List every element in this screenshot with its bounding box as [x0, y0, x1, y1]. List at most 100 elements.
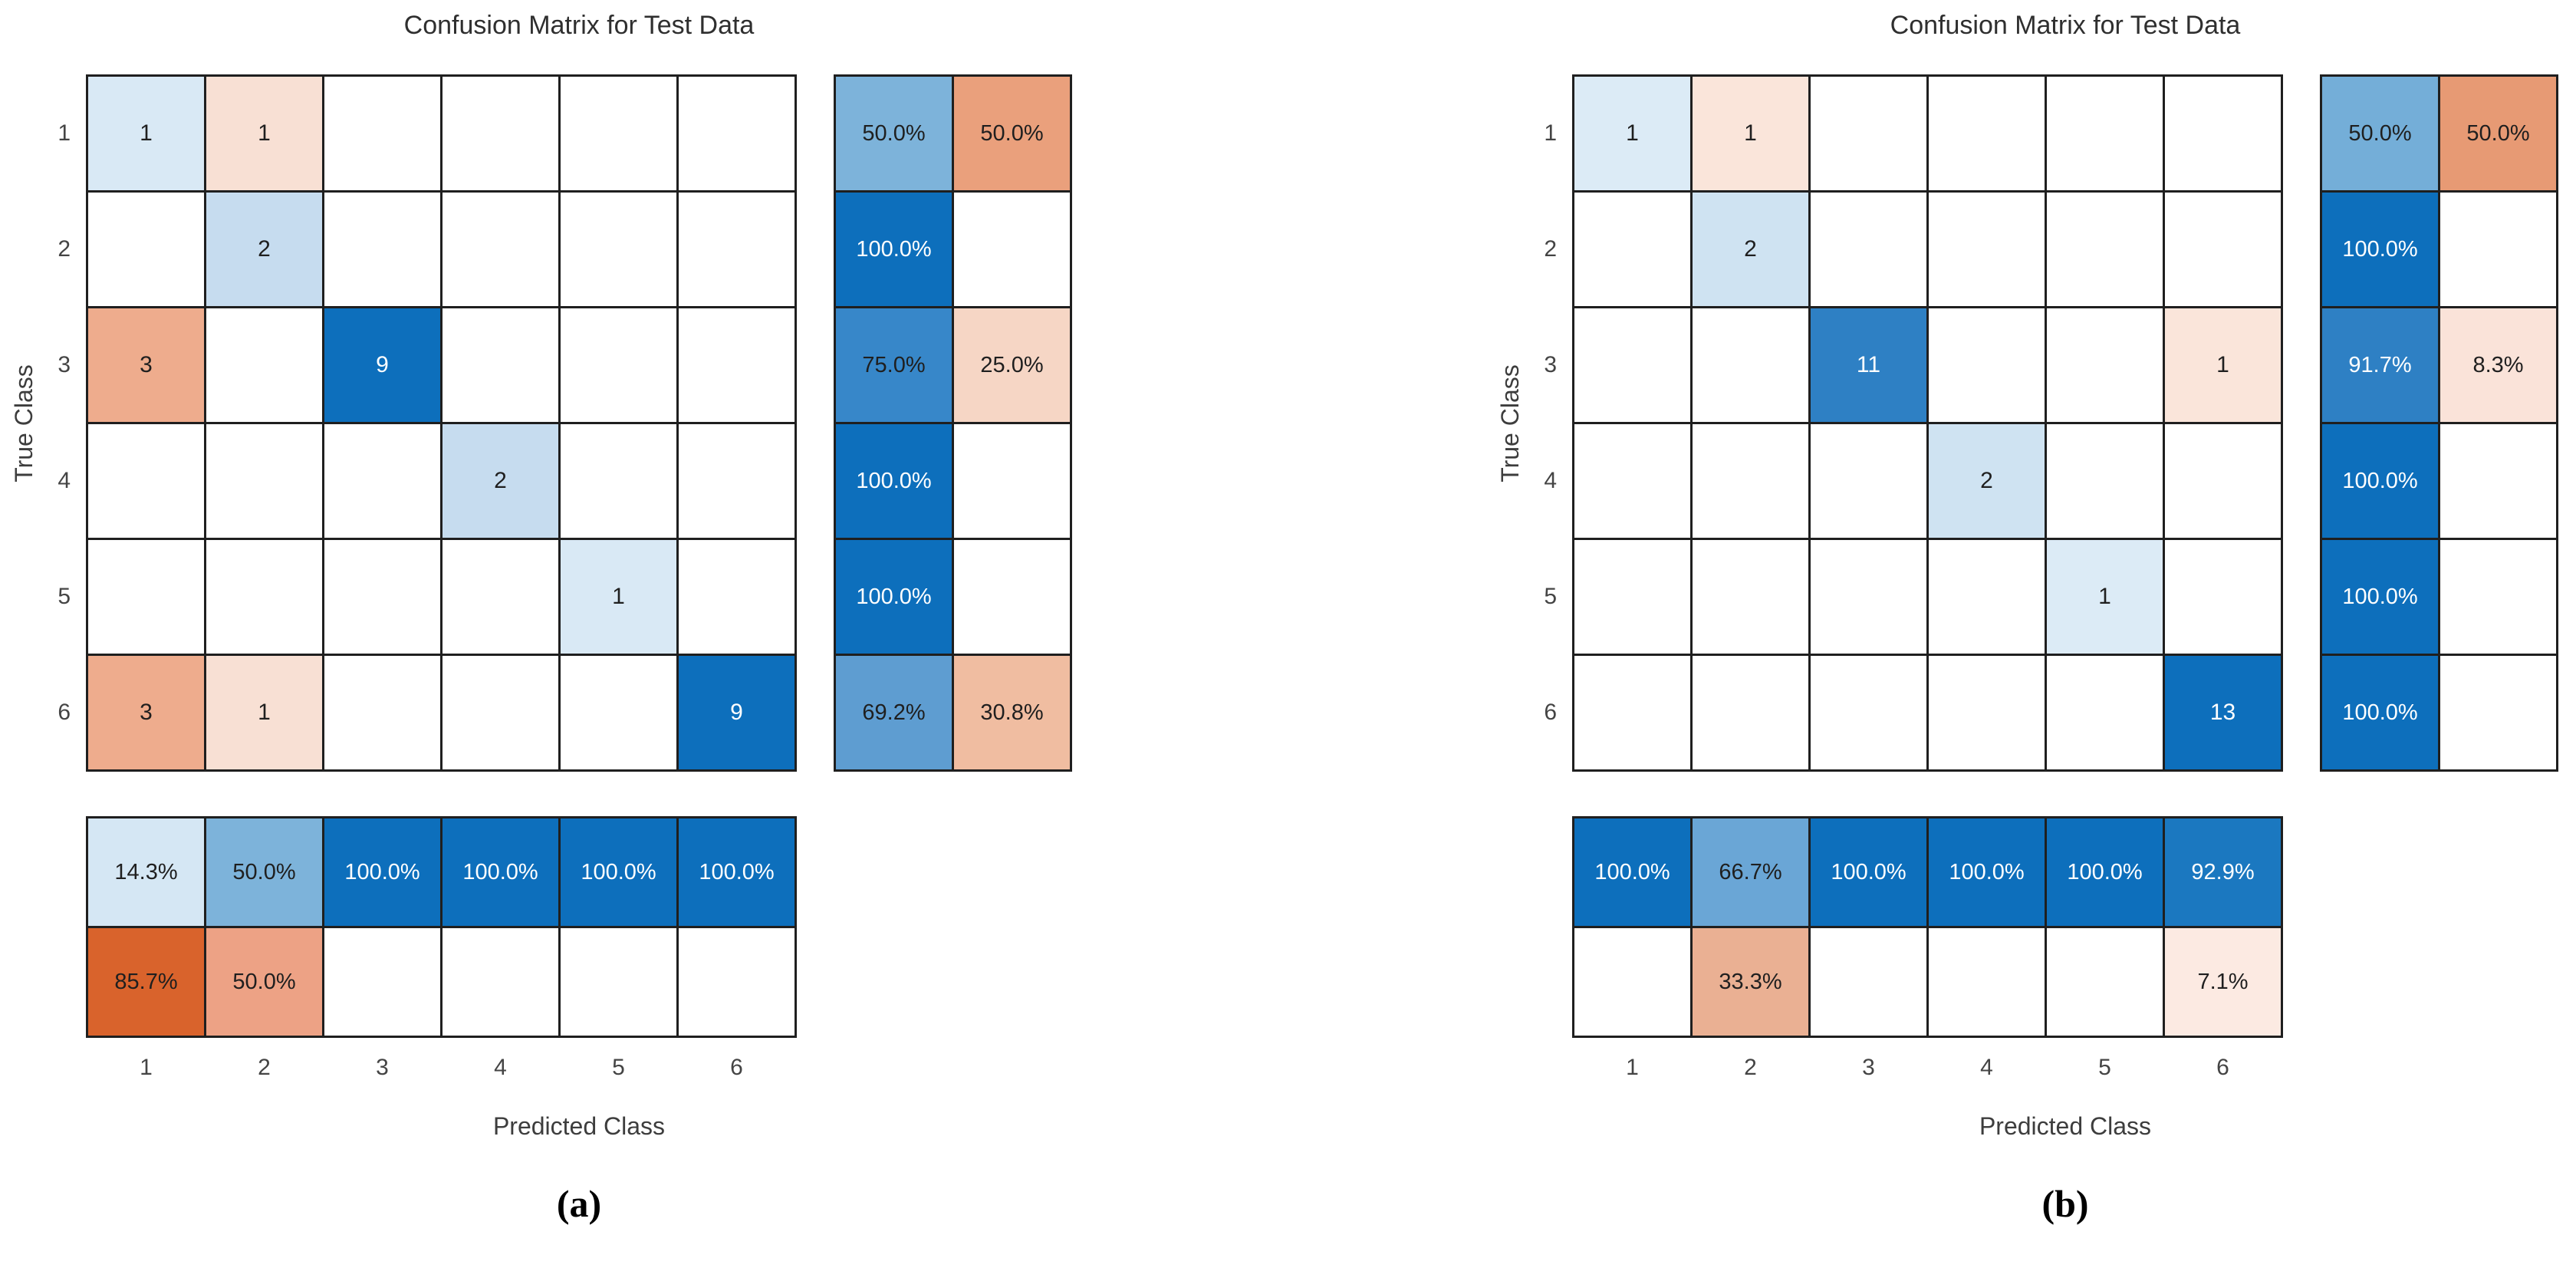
- matrix-cell: [324, 77, 440, 190]
- row-summary-cell: 100.0%: [2322, 540, 2438, 654]
- matrix-cell: [2047, 193, 2163, 306]
- matrix-cell: [2047, 308, 2163, 422]
- y-tick-label: 4: [1544, 468, 1557, 493]
- x-tick-label: 5: [2098, 1055, 2111, 1080]
- column-summary-cell: 100.0%: [679, 818, 795, 926]
- row-summary-cell: 100.0%: [2322, 656, 2438, 769]
- matrix-cell: [1811, 656, 1926, 769]
- x-tick-label: 2: [1744, 1055, 1757, 1080]
- row-summary-cell: 50.0%: [836, 77, 952, 190]
- matrix-cell: [442, 308, 558, 422]
- row-summary-cell: 8.3%: [2440, 308, 2556, 422]
- matrix-cell: 13: [2165, 656, 2281, 769]
- matrix-cell: [206, 540, 322, 654]
- matrix-cell: [2047, 656, 2163, 769]
- matrix-cell: [679, 308, 795, 422]
- chart-title: Confusion Matrix for Test Data: [403, 11, 755, 40]
- column-summary-cell: 100.0%: [442, 818, 558, 926]
- y-tick-label: 6: [58, 700, 71, 725]
- predicted-class-axis-label: Predicted Class: [492, 1112, 666, 1140]
- subfigure-caption: (b): [2041, 1182, 2089, 1225]
- row-summary-cell: [954, 540, 1070, 654]
- matrix-cell: [442, 540, 558, 654]
- row-summary-cell: [2440, 424, 2556, 538]
- matrix-cell: 9: [679, 656, 795, 769]
- row-summary-cell: 30.8%: [954, 656, 1070, 769]
- row-summary-grid: 50.0% 50.0% 100.0% 75.0% 25.0% 100.0% 100.0% 69…: [834, 74, 1072, 772]
- column-summary-cell: 66.7%: [1693, 818, 1808, 926]
- predicted-class-axis-label: Predicted Class: [1979, 1112, 2152, 1140]
- matrix-cell: [88, 193, 204, 306]
- row-summary-cell: 50.0%: [954, 77, 1070, 190]
- column-summary-cell: 85.7%: [88, 928, 204, 1036]
- matrix-cell: [324, 656, 440, 769]
- matrix-cell: [324, 424, 440, 538]
- x-tick-label: 2: [258, 1055, 271, 1080]
- x-tick-label: 4: [494, 1055, 507, 1080]
- column-summary-cell: [561, 928, 676, 1036]
- matrix-cell: 11: [1811, 308, 1926, 422]
- column-summary-grid: 14.3% 50.0% 100.0% 100.0% 100.0% 100.0% 85.7% 5…: [86, 816, 797, 1038]
- row-summary-cell: 100.0%: [836, 540, 952, 654]
- y-tick-label: 1: [1544, 120, 1557, 146]
- subfigure-caption: (a): [556, 1182, 602, 1225]
- row-summary-cell: [954, 193, 1070, 306]
- x-tick-label: 5: [612, 1055, 625, 1080]
- matrix-cell: [679, 540, 795, 654]
- column-summary-cell: 50.0%: [206, 818, 322, 926]
- x-tick-label: 4: [1980, 1055, 1993, 1080]
- matrix-cell: [1811, 77, 1926, 190]
- matrix-cell: [1693, 656, 1808, 769]
- matrix-cell: [1574, 540, 1690, 654]
- matrix-cell: [1929, 193, 2045, 306]
- matrix-cell: 2: [1693, 193, 1808, 306]
- matrix-cell: 9: [324, 308, 440, 422]
- column-summary-cell: 14.3%: [88, 818, 204, 926]
- x-tick-label: 1: [1626, 1055, 1639, 1080]
- y-tick-label: 5: [58, 584, 71, 609]
- row-summary-cell: [954, 424, 1070, 538]
- y-tick-label: 3: [1544, 352, 1557, 377]
- matrix-cell: [324, 540, 440, 654]
- matrix-cell: [2047, 77, 2163, 190]
- matrix-cell: 1: [206, 656, 322, 769]
- matrix-cell: [206, 308, 322, 422]
- row-summary-cell: [2440, 656, 2556, 769]
- row-summary-cell: 100.0%: [836, 424, 952, 538]
- matrix-cell: 1: [206, 77, 322, 190]
- column-summary-cell: [1929, 928, 2045, 1036]
- column-summary-cell: 100.0%: [2047, 818, 2163, 926]
- matrix-cell: 1: [1574, 77, 1690, 190]
- true-class-axis-label: True Class: [10, 364, 38, 482]
- matrix-cell: [88, 540, 204, 654]
- matrix-cell: 3: [88, 308, 204, 422]
- y-tick-label: 5: [1544, 584, 1557, 609]
- matrix-cell: [442, 656, 558, 769]
- matrix-cell: [2165, 540, 2281, 654]
- row-summary-cell: [2440, 540, 2556, 654]
- y-tick-label: 4: [58, 468, 71, 493]
- matrix-cell: [679, 193, 795, 306]
- matrix-cell: [1574, 424, 1690, 538]
- row-summary-cell: 91.7%: [2322, 308, 2438, 422]
- row-summary-cell: [2440, 193, 2556, 306]
- matrix-cell: 2: [206, 193, 322, 306]
- column-summary-cell: 7.1%: [2165, 928, 2281, 1036]
- matrix-cell: [1929, 77, 2045, 190]
- row-summary-cell: 50.0%: [2440, 77, 2556, 190]
- column-summary-cell: 100.0%: [324, 818, 440, 926]
- matrix-cell: [442, 77, 558, 190]
- matrix-cell: [679, 77, 795, 190]
- row-summary-cell: 75.0%: [836, 308, 952, 422]
- matrix-cell: [1811, 193, 1926, 306]
- matrix-cell: [2165, 77, 2281, 190]
- x-tick-label: 1: [140, 1055, 153, 1080]
- matrix-cell: 1: [2165, 308, 2281, 422]
- matrix-cell: 1: [2047, 540, 2163, 654]
- matrix-cell: [1929, 540, 2045, 654]
- column-summary-cell: 100.0%: [561, 818, 676, 926]
- y-tick-label: 6: [1544, 700, 1557, 725]
- column-summary-cell: 92.9%: [2165, 818, 2281, 926]
- matrix-cell: [1929, 308, 2045, 422]
